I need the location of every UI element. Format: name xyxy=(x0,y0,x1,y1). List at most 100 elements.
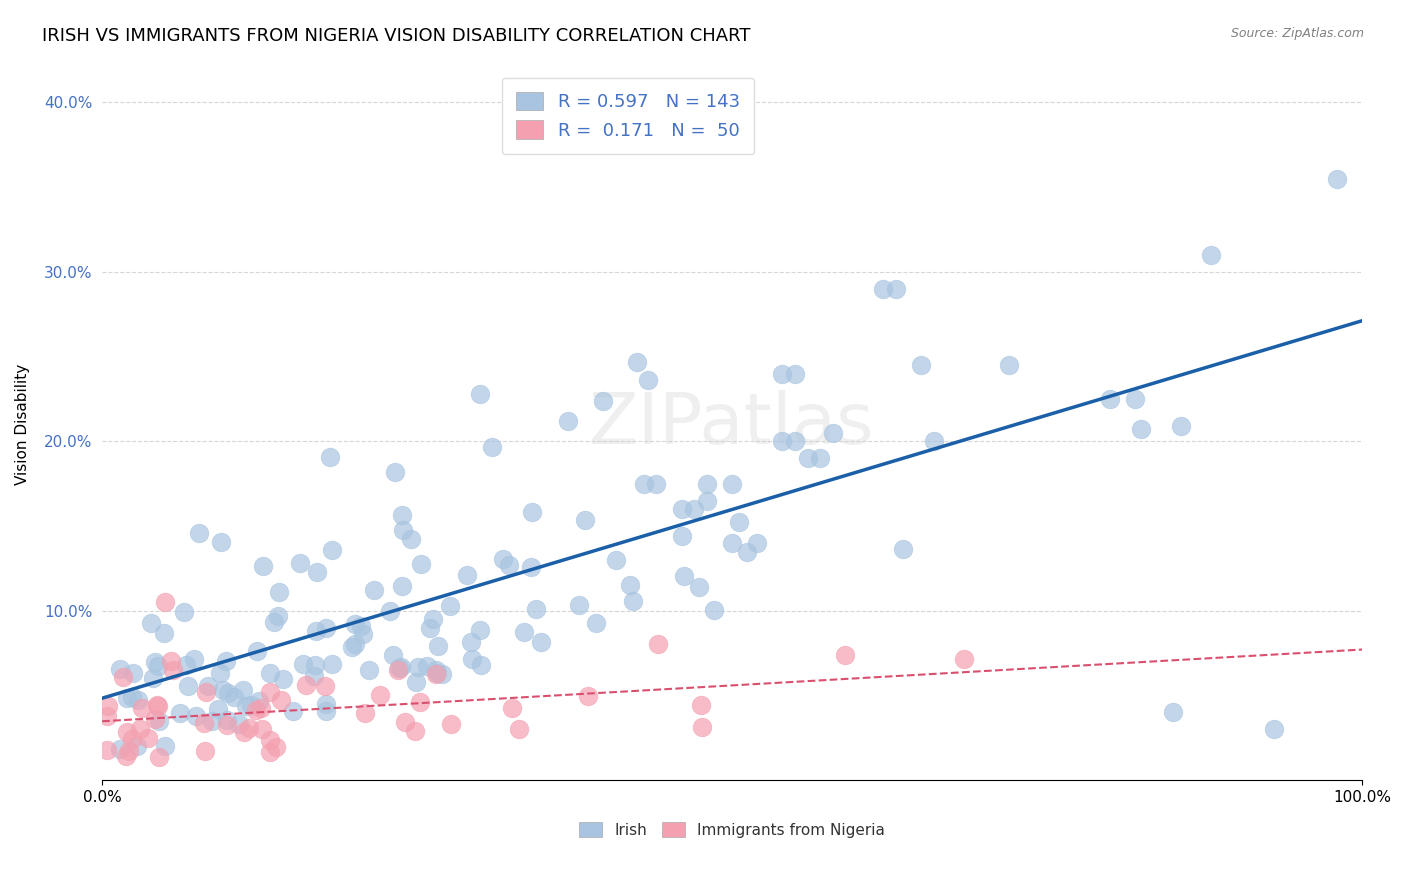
Point xyxy=(201,714,224,728)
Point xyxy=(146,659,169,673)
Point xyxy=(387,663,409,677)
Point xyxy=(834,648,856,662)
Point xyxy=(998,358,1021,372)
Point xyxy=(426,639,449,653)
Point xyxy=(146,699,169,714)
Point xyxy=(304,658,326,673)
Point xyxy=(291,657,314,671)
Point xyxy=(118,744,141,758)
Point xyxy=(439,599,461,614)
Point xyxy=(619,578,641,592)
Point xyxy=(115,690,138,705)
Point xyxy=(1161,706,1184,720)
Point xyxy=(208,665,231,680)
Point xyxy=(343,617,366,632)
Point xyxy=(145,655,167,669)
Point xyxy=(671,529,693,543)
Point xyxy=(307,565,329,579)
Point xyxy=(728,515,751,529)
Point xyxy=(405,675,427,690)
Point xyxy=(440,716,463,731)
Point xyxy=(259,733,281,747)
Point xyxy=(524,601,547,615)
Point xyxy=(688,580,710,594)
Point xyxy=(302,669,325,683)
Point xyxy=(884,282,907,296)
Point xyxy=(492,552,515,566)
Point xyxy=(557,414,579,428)
Point xyxy=(340,640,363,654)
Point xyxy=(872,282,894,296)
Point xyxy=(319,450,342,464)
Point xyxy=(153,626,176,640)
Point xyxy=(259,666,281,681)
Point xyxy=(747,536,769,550)
Point xyxy=(481,441,503,455)
Point xyxy=(176,679,198,693)
Point xyxy=(647,637,669,651)
Point xyxy=(194,744,217,758)
Point xyxy=(129,722,152,736)
Point xyxy=(574,513,596,527)
Point xyxy=(696,476,718,491)
Point xyxy=(626,355,648,369)
Point xyxy=(422,612,444,626)
Point xyxy=(703,603,725,617)
Point xyxy=(146,698,169,712)
Point xyxy=(250,723,273,737)
Point xyxy=(263,615,285,630)
Point xyxy=(1123,392,1146,406)
Point xyxy=(197,679,219,693)
Point xyxy=(821,425,844,440)
Point xyxy=(153,595,176,609)
Point xyxy=(252,558,274,573)
Point xyxy=(264,740,287,755)
Point xyxy=(188,526,211,541)
Point xyxy=(671,502,693,516)
Point xyxy=(508,723,530,737)
Point xyxy=(922,434,945,449)
Point xyxy=(512,624,534,639)
Point xyxy=(1263,723,1285,737)
Point xyxy=(426,666,449,681)
Point xyxy=(290,556,312,570)
Point xyxy=(259,745,281,759)
Point xyxy=(194,685,217,699)
Point xyxy=(384,465,406,479)
Point xyxy=(1130,422,1153,436)
Point xyxy=(388,661,411,675)
Point xyxy=(184,709,207,723)
Point xyxy=(162,663,184,677)
Point xyxy=(645,476,668,491)
Point xyxy=(772,434,794,449)
Point xyxy=(910,358,932,372)
Point xyxy=(359,663,381,677)
Point xyxy=(520,505,543,519)
Point xyxy=(1199,248,1222,262)
Point xyxy=(315,621,337,635)
Point xyxy=(568,598,591,612)
Point xyxy=(1170,418,1192,433)
Point xyxy=(160,655,183,669)
Point xyxy=(520,560,543,574)
Point xyxy=(461,652,484,666)
Point xyxy=(783,434,806,449)
Point xyxy=(796,451,818,466)
Point xyxy=(143,712,166,726)
Point xyxy=(592,394,614,409)
Point xyxy=(470,386,492,401)
Point xyxy=(245,703,267,717)
Point xyxy=(217,718,239,732)
Point xyxy=(1326,171,1348,186)
Point xyxy=(238,722,260,736)
Point xyxy=(672,569,695,583)
Point xyxy=(737,545,759,559)
Point xyxy=(343,637,366,651)
Point xyxy=(222,690,245,704)
Point xyxy=(114,749,136,764)
Point xyxy=(315,697,337,711)
Point xyxy=(153,739,176,754)
Point xyxy=(637,373,659,387)
Point xyxy=(409,695,432,709)
Point xyxy=(270,692,292,706)
